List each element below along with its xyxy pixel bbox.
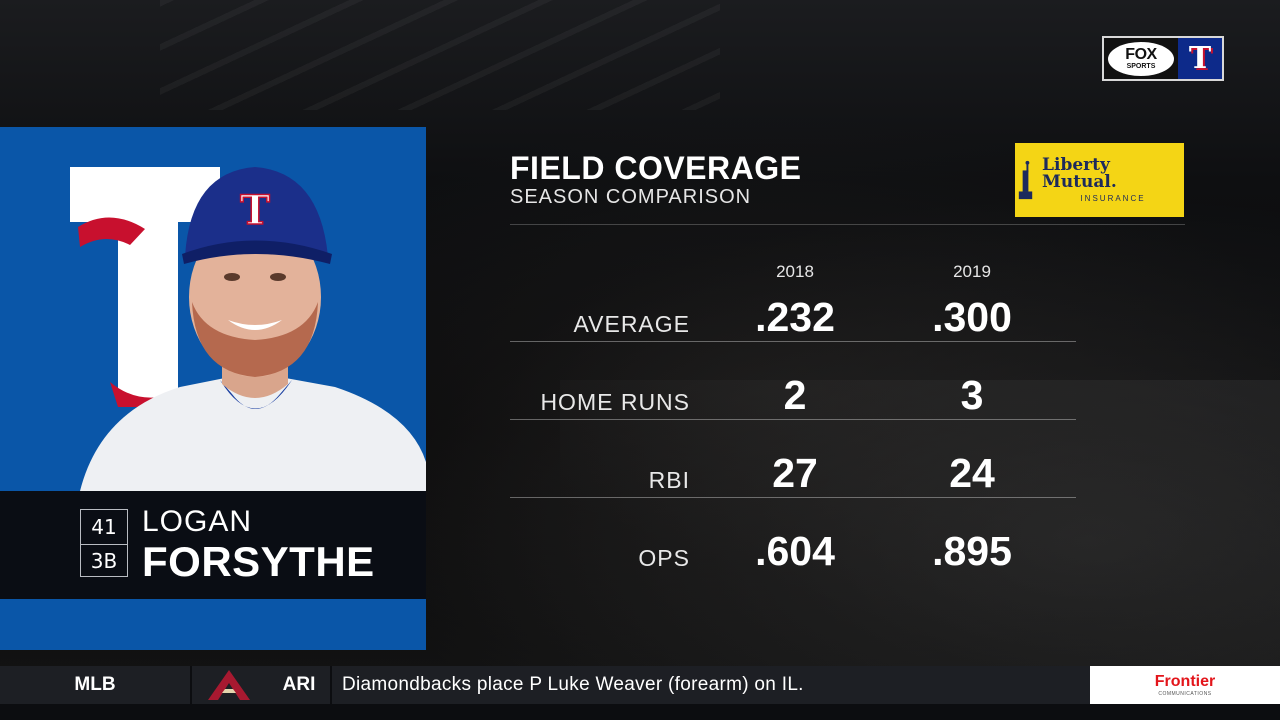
row-divider <box>510 341 1076 342</box>
sponsor-name: Liberty Mutual. <box>1042 155 1117 192</box>
season-header-1: 2018 <box>776 262 814 281</box>
name-bar: 41 3B LOGAN FORSYTHE <box>0 491 426 599</box>
news-ticker: MLB ARI Diamondbacks place P Luke Weaver… <box>0 666 1280 704</box>
stat-value-2019: .895 <box>932 528 1012 574</box>
graphic-title: FIELD COVERAGE <box>510 150 802 186</box>
frontier-sponsor: Frontier COMMUNICATIONS <box>1090 666 1280 704</box>
player-last-name: FORSYTHE <box>142 538 375 585</box>
ticker-bottom-strip <box>0 704 1280 720</box>
row-divider <box>510 497 1076 498</box>
sponsor-tagline: INSURANCE <box>1080 194 1146 203</box>
rangers-logo: T <box>1178 38 1222 79</box>
stat-value-2019: 24 <box>949 450 995 496</box>
stat-row-rbi: RBI 27 24 <box>510 438 1076 498</box>
background-street <box>560 380 1280 670</box>
network-sub: SPORTS <box>1126 63 1156 70</box>
liberty-mutual-sponsor: Liberty Mutual. INSURANCE <box>1015 143 1184 217</box>
diamondbacks-logo-icon <box>208 670 250 700</box>
season-header-2: 2019 <box>953 262 991 281</box>
ticker-headline: Diamondbacks place P Luke Weaver (forear… <box>342 674 804 695</box>
stat-value-2019: .300 <box>932 294 1012 340</box>
stat-label: AVERAGE <box>573 311 690 337</box>
stat-value-2018: .232 <box>755 294 835 340</box>
ticker-sponsor-sub: COMMUNICATIONS <box>1158 690 1212 697</box>
stat-label: OPS <box>638 545 690 571</box>
player-position: 3B <box>90 548 118 573</box>
stat-value-2019: 3 <box>960 372 984 418</box>
fox-sports-logo: FOX SPORTS <box>1104 38 1178 79</box>
stat-label: RBI <box>648 467 690 493</box>
headshot-area: T <box>0 127 426 491</box>
ticker-league: MLB <box>0 666 192 704</box>
stat-row-average: AVERAGE .232 .300 <box>510 282 1076 342</box>
ticker-sponsor-name: Frontier <box>1154 672 1216 690</box>
jersey-number: 41 <box>81 510 127 545</box>
stadium-roof-beams <box>160 0 720 110</box>
header-divider <box>510 224 1185 225</box>
network-bug: FOX SPORTS T <box>1102 36 1224 81</box>
number-position-box: 41 3B <box>80 509 128 577</box>
network-name: FOX <box>1125 46 1157 63</box>
stat-row-ops: OPS .604 .895 <box>510 516 1076 576</box>
statue-of-liberty-icon <box>1018 160 1033 200</box>
stat-row-home-runs: HOME RUNS 2 3 <box>510 360 1076 420</box>
cap-logo: T <box>240 187 270 234</box>
player-first-name: LOGAN <box>142 505 253 538</box>
player-card: T 41 3B LOGAN FORSYTHE <box>0 127 426 650</box>
graphic-subtitle: SEASON COMPARISON <box>510 186 752 208</box>
stat-value-2018: .604 <box>755 528 835 574</box>
stat-label: HOME RUNS <box>540 389 690 415</box>
stat-value-2018: 2 <box>783 372 807 418</box>
stat-value-2018: 27 <box>772 450 818 496</box>
row-divider <box>510 419 1076 420</box>
player-photo: T <box>80 167 426 491</box>
ticker-team: ARI <box>268 666 332 704</box>
